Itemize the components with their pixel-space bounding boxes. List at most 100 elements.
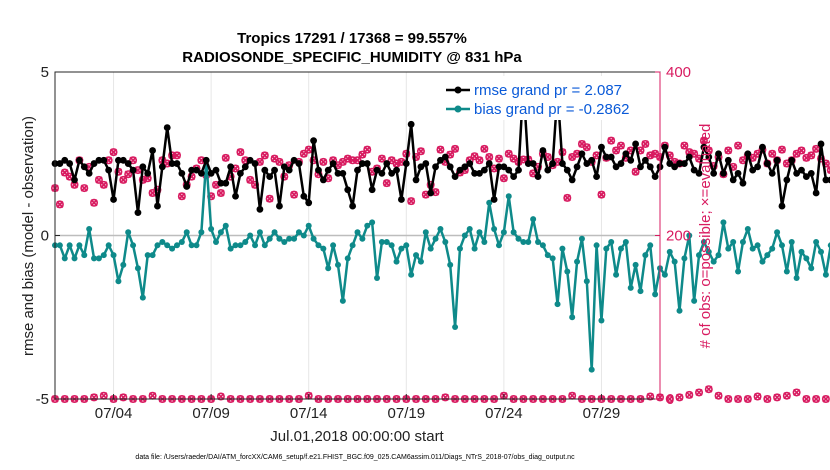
x-tick-label: 07/29	[583, 405, 621, 422]
rmse-point	[349, 202, 357, 210]
obs-evaluated-stroke	[80, 184, 88, 192]
obs-bottom-stroke	[675, 393, 684, 401]
obs-evaluated-stroke	[470, 152, 479, 160]
obs-bottom-point	[802, 394, 811, 403]
bias-point	[164, 242, 171, 249]
rmse-point	[763, 160, 771, 167]
rmse-point	[398, 196, 405, 203]
obs-evaluated-stroke	[827, 169, 830, 174]
rmse-point	[529, 160, 537, 167]
rmse-point	[149, 147, 156, 154]
bias-point	[505, 193, 512, 200]
bias-point	[349, 242, 356, 249]
obs-bottom-circle	[734, 394, 743, 403]
obs-possible-point	[260, 151, 269, 160]
bias-point	[681, 255, 688, 262]
bias-point	[461, 232, 468, 239]
obs-possible-point	[99, 180, 108, 189]
obs-possible-point	[358, 150, 367, 159]
bias-point	[442, 239, 449, 246]
obs-possible-point	[353, 156, 362, 165]
obs-bottom-stroke	[802, 395, 810, 403]
obs-bottom-circle	[695, 388, 704, 397]
obs-bottom-stroke	[666, 395, 674, 403]
obs-bottom-stroke	[754, 392, 762, 401]
bias-point	[271, 229, 278, 236]
rmse-point	[110, 196, 117, 203]
bias-point	[593, 242, 600, 249]
bias-point	[227, 245, 234, 252]
obs-evaluated-stroke	[95, 176, 103, 184]
obs-evaluated-point	[436, 146, 445, 154]
obs-evaluated-point	[144, 174, 152, 182]
obs-evaluated-point	[119, 176, 127, 184]
bias-point	[813, 239, 820, 246]
legend-rmse-marker	[454, 86, 462, 94]
obs-evaluated-point	[417, 147, 425, 155]
obs-evaluated-point	[685, 148, 693, 156]
obs-evaluated-stroke	[509, 155, 518, 163]
obs-bottom-circle	[802, 394, 811, 403]
rmse-point	[441, 153, 449, 161]
obs-bottom-point	[782, 391, 791, 400]
obs-bottom-circle	[743, 394, 752, 403]
obs-possible-point	[777, 145, 786, 154]
obs-evaluated-point	[641, 140, 649, 148]
obs-bottom-point	[724, 394, 733, 403]
rmse-point	[363, 160, 371, 167]
rmse-point	[56, 160, 64, 167]
bias-point	[686, 232, 693, 239]
obs-possible-point	[407, 197, 416, 206]
rmse-point	[754, 163, 761, 171]
rmse-point	[80, 163, 88, 171]
rmse-point	[466, 160, 474, 167]
rmse-point	[271, 166, 278, 174]
obs-evaluated-point	[724, 146, 732, 155]
bias-point	[134, 265, 141, 272]
obs-evaluated-point	[70, 181, 79, 189]
legend-rmse-label: rmse grand pr = 2.087	[474, 82, 622, 99]
rmse-point	[607, 153, 615, 161]
bias-point	[91, 255, 98, 262]
rmse-point	[559, 160, 566, 167]
bias-point	[305, 222, 312, 229]
bias-point	[100, 252, 107, 259]
rmse-point	[768, 169, 776, 177]
bias-point	[535, 239, 542, 246]
bias-point	[476, 229, 483, 236]
rmse-point	[95, 156, 103, 164]
obs-bottom-point	[753, 392, 762, 401]
obs-evaluated-stroke	[641, 140, 649, 148]
rmse-point	[476, 169, 483, 177]
bias-point	[403, 242, 410, 249]
obs-evaluated-point	[56, 200, 64, 209]
obs-possible-point	[563, 193, 572, 202]
bias-point	[388, 242, 395, 249]
rmse-point	[163, 124, 171, 131]
rmse-point	[232, 192, 239, 200]
bias-point	[510, 229, 517, 236]
obs-possible-point	[680, 141, 689, 150]
bias-point	[222, 222, 229, 229]
obs-possible-point	[319, 157, 328, 166]
obs-evaluated-point	[319, 158, 327, 166]
obs-possible-point	[60, 168, 69, 177]
obs-evaluated-point	[792, 150, 801, 158]
obs-evaluated-stroke	[261, 151, 269, 160]
obs-evaluated-point	[802, 154, 811, 162]
data-file-footer: data file: /Users/raeder/DAI/ATM_forcXX/…	[135, 454, 575, 461]
obs-evaluated-stroke	[475, 156, 484, 164]
bias-point	[247, 232, 254, 239]
rmse-point	[227, 163, 235, 171]
rmse-point	[207, 169, 215, 177]
obs-evaluated-point	[480, 145, 488, 153]
obs-bottom-stroke	[822, 395, 830, 403]
obs-evaluated-stroke	[500, 174, 508, 182]
rmse-point	[480, 166, 488, 174]
left-y-axis-ticks: -5 0 5	[36, 64, 60, 408]
obs-bottom-circle	[753, 392, 762, 401]
obs-bottom-point	[812, 394, 821, 403]
obs-evaluated-stroke	[178, 192, 186, 200]
rmse-point	[500, 163, 508, 171]
rmse-point	[744, 150, 752, 158]
